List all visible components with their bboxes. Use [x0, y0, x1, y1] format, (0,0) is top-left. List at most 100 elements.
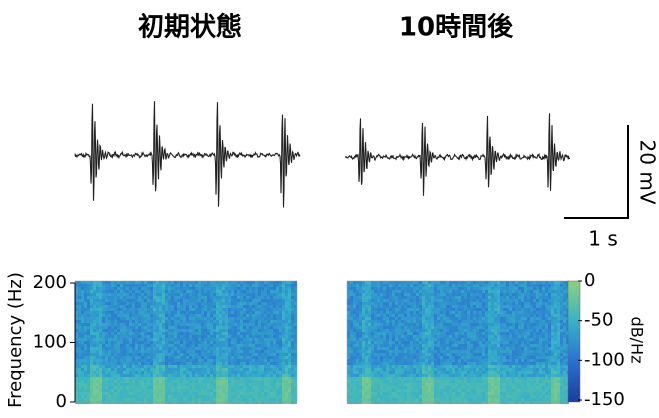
spectrogram-cell: [359, 374, 362, 377]
spectrogram-cell: [123, 329, 126, 332]
spectrogram-cell: [377, 311, 380, 314]
spectrogram-cell: [243, 335, 246, 338]
spectrogram-cell: [356, 281, 359, 284]
spectrogram-cell: [288, 332, 291, 335]
spectrogram-cell: [461, 392, 464, 395]
spectrogram-cell: [183, 302, 186, 305]
spectrogram-cell: [132, 308, 135, 311]
spectrogram-cell: [162, 365, 165, 368]
spectrogram-cell: [485, 341, 488, 344]
spectrogram-cell: [198, 323, 201, 326]
spectrogram-cell: [198, 329, 201, 332]
spectrogram-cell: [410, 335, 413, 338]
spectrogram-cell: [479, 389, 482, 392]
spectrogram-cell: [249, 389, 252, 392]
spectrogram-cell: [156, 389, 159, 392]
spectrogram-cell: [389, 335, 392, 338]
spectrogram-cell: [102, 374, 105, 377]
spectrogram-cell: [138, 356, 141, 359]
spectrogram-cell: [479, 317, 482, 320]
spectrogram-cell: [374, 281, 377, 284]
spectrogram-cell: [204, 398, 207, 401]
spectrogram-cell: [431, 332, 434, 335]
spectrogram-cell: [368, 344, 371, 347]
spectrogram-cell: [279, 281, 282, 284]
spectrogram-cell: [255, 338, 258, 341]
spectrogram-cell: [180, 383, 183, 386]
spectrogram-cell: [81, 347, 84, 350]
spectrogram-cell: [234, 386, 237, 389]
spectrogram-cell: [186, 332, 189, 335]
spectrogram-cell: [267, 281, 270, 284]
spectrogram-cell: [96, 392, 99, 395]
spectrogram-cell: [413, 347, 416, 350]
spectrogram-cell: [419, 326, 422, 329]
spectrogram-cell: [401, 341, 404, 344]
spectrogram-cell: [461, 308, 464, 311]
spectrogram-cell: [192, 368, 195, 371]
spectrogram-cell: [464, 311, 467, 314]
spectrogram-cell: [147, 287, 150, 290]
spectrogram-cell: [222, 368, 225, 371]
spectrogram-cell: [413, 401, 416, 404]
spectrogram-cell: [177, 365, 180, 368]
spectrogram-cell: [276, 290, 279, 293]
spectrogram-cell: [470, 305, 473, 308]
spectrogram-cell: [141, 284, 144, 287]
spectrogram-cell: [150, 392, 153, 395]
spectrogram-cell: [183, 383, 186, 386]
spectrogram-cell: [395, 344, 398, 347]
spectrogram-cell: [413, 287, 416, 290]
spectrogram-cell: [395, 362, 398, 365]
spectrogram-cell: [132, 296, 135, 299]
spectrogram-cell: [150, 302, 153, 305]
spectrogram-cell: [353, 389, 356, 392]
spectrogram-cell: [270, 329, 273, 332]
spectrogram-cell: [96, 365, 99, 368]
spectrogram-cell: [174, 290, 177, 293]
spectrogram-cell: [380, 395, 383, 398]
spectrogram-cell: [410, 326, 413, 329]
spectrogram-cell: [93, 290, 96, 293]
spectrogram-cell: [467, 344, 470, 347]
spectrogram-cell: [437, 311, 440, 314]
spectrogram-cell: [204, 281, 207, 284]
spectrogram-cell: [207, 314, 210, 317]
spectrogram-cell: [461, 380, 464, 383]
spectrogram-cell: [350, 371, 353, 374]
spectrogram-cell: [183, 392, 186, 395]
spectrogram-cell: [120, 284, 123, 287]
spectrogram-cell: [264, 287, 267, 290]
spectrogram-cell: [240, 299, 243, 302]
spectrogram-cell: [237, 344, 240, 347]
spectrogram-cell: [270, 368, 273, 371]
spectrogram-cell: [195, 392, 198, 395]
spectrogram-cell: [129, 344, 132, 347]
spectrogram-cell: [383, 293, 386, 296]
spectrogram-cell: [270, 341, 273, 344]
spectrogram-cell: [350, 353, 353, 356]
spectrogram-cell: [225, 398, 228, 401]
spectrogram-cell: [81, 344, 84, 347]
spectrogram-cell: [201, 347, 204, 350]
spectrogram-cell: [180, 395, 183, 398]
spectrogram-cell: [449, 392, 452, 395]
spectrogram-cell: [177, 401, 180, 404]
spectrogram-cell: [114, 359, 117, 362]
spectrogram-cell: [267, 374, 270, 377]
spectrogram-cell: [246, 335, 249, 338]
spectrogram-cell: [180, 296, 183, 299]
spectrogram-cell: [347, 398, 350, 401]
spectrogram-cell: [386, 398, 389, 401]
spectrogram-cell: [389, 323, 392, 326]
spectrogram-cell: [455, 320, 458, 323]
spectrogram-cell: [285, 293, 288, 296]
spectrogram-cell: [81, 359, 84, 362]
spectrogram-cell: [261, 338, 264, 341]
spectrogram-cell: [135, 335, 138, 338]
spectrogram-cell: [168, 320, 171, 323]
spectrogram-cell: [455, 308, 458, 311]
spectrogram-cell: [90, 287, 93, 290]
spectrogram-cell: [120, 359, 123, 362]
spectrogram-cell: [404, 380, 407, 383]
